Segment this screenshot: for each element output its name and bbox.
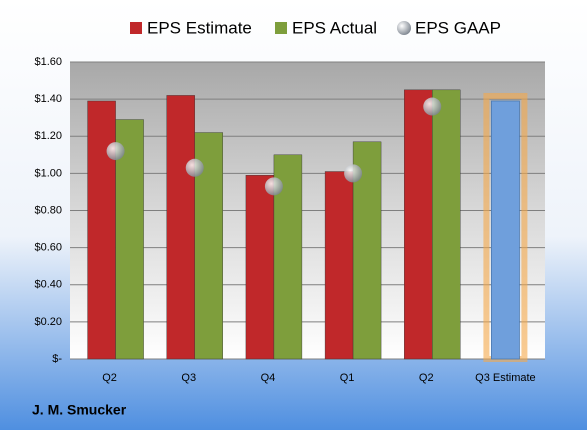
y-tick-label: $0.20 (34, 316, 62, 328)
bar (404, 89, 433, 360)
y-tick-label: $0.60 (34, 242, 62, 254)
x-tick-label: Q3 (181, 372, 196, 384)
legend-marker (275, 22, 287, 34)
y-tick-label: $- (52, 353, 62, 365)
x-tick-label: Q2 (419, 372, 434, 384)
bar (115, 119, 144, 360)
y-tick-label: $0.40 (34, 279, 62, 291)
x-tick-label: Q4 (261, 372, 276, 384)
x-tick-label: Q2 (102, 372, 117, 384)
legend-marker (397, 21, 411, 35)
bar (245, 175, 275, 360)
x-tick-label: Q1 (340, 372, 355, 384)
gaap-marker (423, 97, 442, 116)
legend-label: EPS GAAP (415, 18, 501, 37)
legend-label: EPS Actual (292, 18, 377, 37)
bar (432, 89, 461, 360)
gaap-marker (344, 164, 363, 183)
bar (491, 100, 520, 360)
gaap-marker (185, 158, 204, 177)
bar (166, 95, 195, 360)
y-tick-label: $1.40 (34, 93, 62, 105)
gaap-marker (264, 177, 283, 196)
x-tick-label: Q3 Estimate (475, 372, 536, 384)
bar (87, 100, 116, 360)
y-tick-label: $0.80 (34, 204, 62, 216)
gaap-marker (106, 142, 125, 161)
legend-marker (130, 22, 142, 34)
bar (324, 171, 354, 360)
y-tick-label: $1.00 (34, 167, 62, 179)
caption: J. M. Smucker (32, 402, 127, 418)
y-tick-label: $1.60 (34, 56, 62, 68)
legend-label: EPS Estimate (147, 18, 252, 37)
y-tick-label: $1.20 (34, 130, 62, 142)
